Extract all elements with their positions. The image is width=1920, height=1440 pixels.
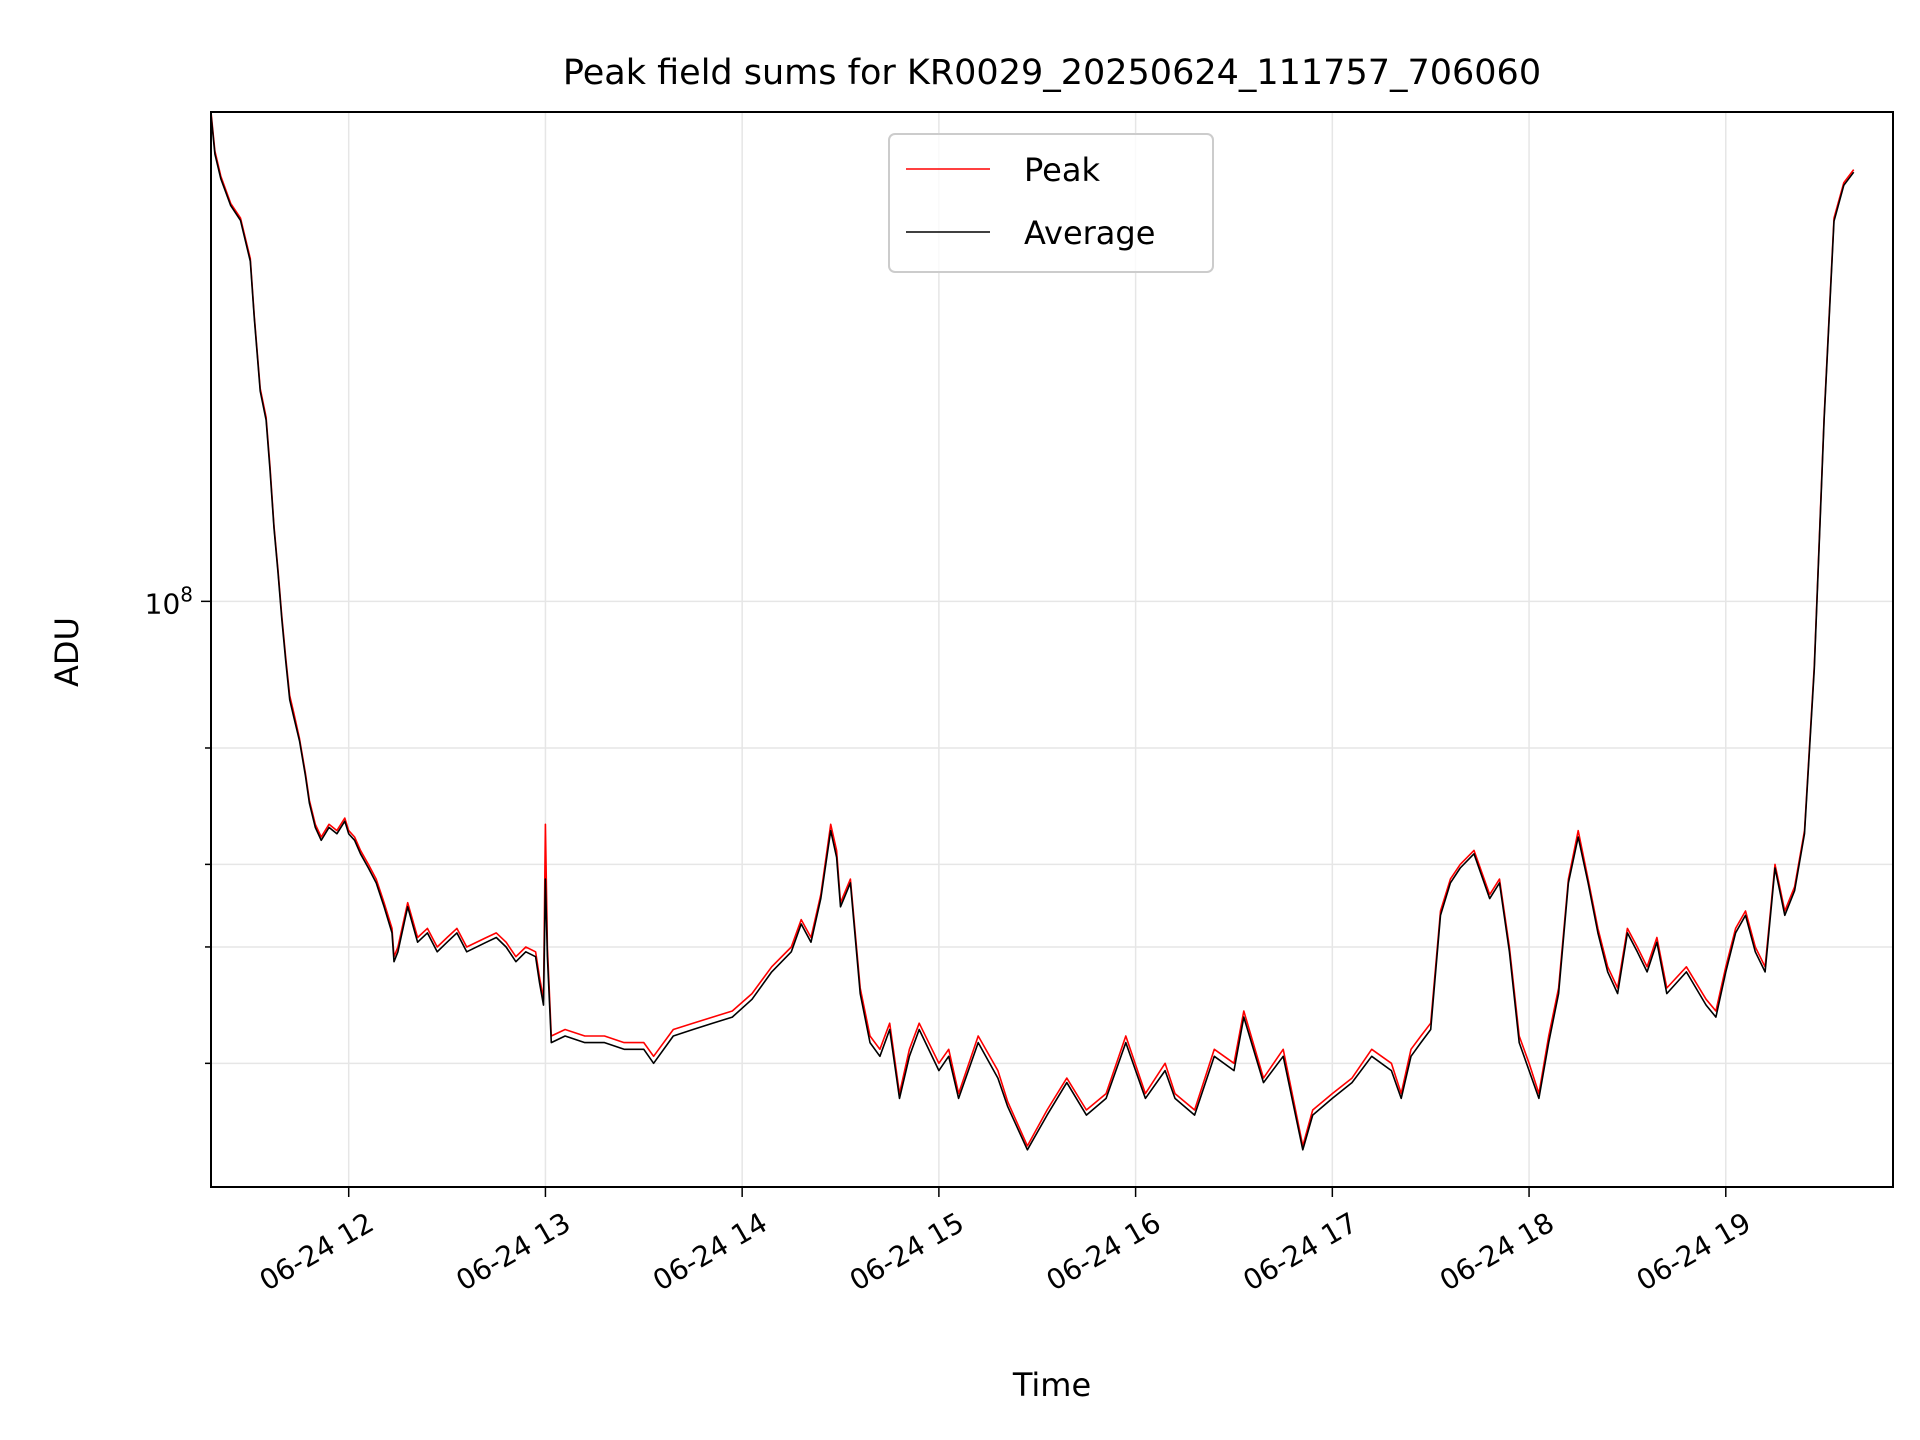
legend-label-average: Average: [1024, 214, 1155, 252]
grid-lines: [211, 112, 1893, 1187]
series-line-average: [211, 114, 1855, 1151]
legend-label-peak: Peak: [1024, 151, 1100, 189]
y-axis-label: ADU: [48, 617, 86, 687]
x-axis-label: Time: [1012, 1366, 1091, 1404]
legend: Peak Average: [888, 133, 1214, 273]
plot-area-frame: [210, 111, 1894, 1188]
chart-title: Peak field sums for KR0029_20250624_1117…: [563, 53, 1541, 93]
plot-series: [211, 112, 1855, 1151]
y-axis-ticks: 108: [145, 582, 211, 1065]
y-tick-label: 108: [145, 582, 193, 620]
